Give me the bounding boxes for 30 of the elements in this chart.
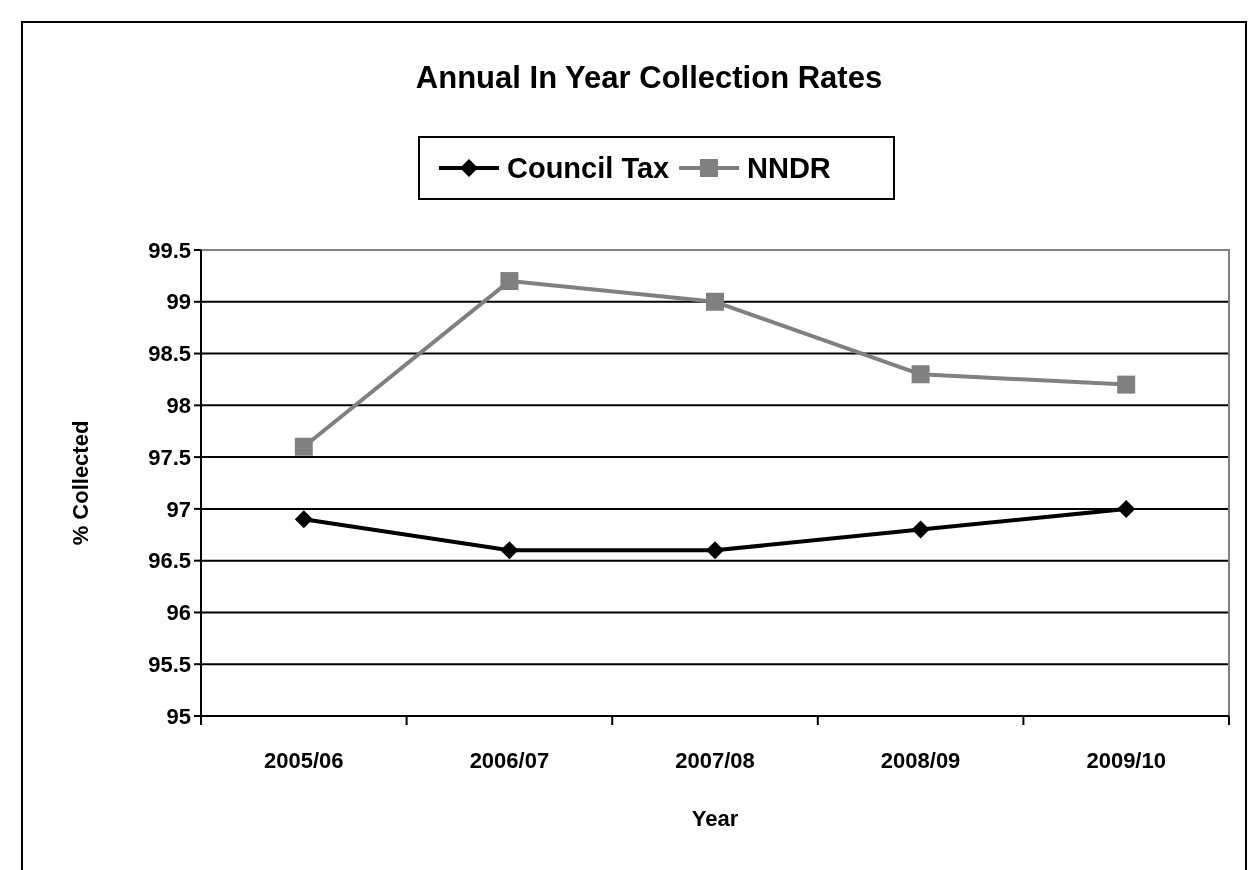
point xyxy=(911,365,930,384)
y-tick-label: 95 xyxy=(166,703,191,729)
point xyxy=(706,292,724,311)
y-tick-label: 96.5 xyxy=(148,548,191,574)
x-axis-title: Year xyxy=(691,806,739,831)
x-tick-label: 2009/10 xyxy=(1086,748,1166,773)
point xyxy=(500,541,519,560)
point xyxy=(1117,375,1136,394)
y-tick-label: 97.5 xyxy=(148,444,191,470)
y-tick-label: 95.5 xyxy=(148,651,191,677)
y-axis-title: % Collected xyxy=(68,420,93,546)
legend-label: NNDR xyxy=(747,152,831,185)
y-tick-label: 96 xyxy=(166,600,191,626)
y-tick-label: 99.5 xyxy=(148,237,191,263)
legend-label: Council Tax xyxy=(507,152,670,185)
point xyxy=(500,272,519,291)
x-tick-label: 2008/09 xyxy=(880,748,961,773)
x-tick-label: 2005/06 xyxy=(264,748,344,773)
x-tick-label: 2007/08 xyxy=(675,748,755,773)
y-tick-label: 98.5 xyxy=(148,341,191,367)
point xyxy=(911,520,930,539)
y-tick-label: 99 xyxy=(166,289,191,315)
point xyxy=(294,437,313,456)
x-tick-label: 2006/07 xyxy=(469,748,550,773)
y-tick-label: 98 xyxy=(166,393,191,419)
point xyxy=(706,541,724,560)
point xyxy=(294,510,313,529)
point xyxy=(1117,499,1136,518)
chart-title: Annual In Year Collection Rates xyxy=(415,60,883,95)
y-tick-label: 97 xyxy=(166,496,191,522)
